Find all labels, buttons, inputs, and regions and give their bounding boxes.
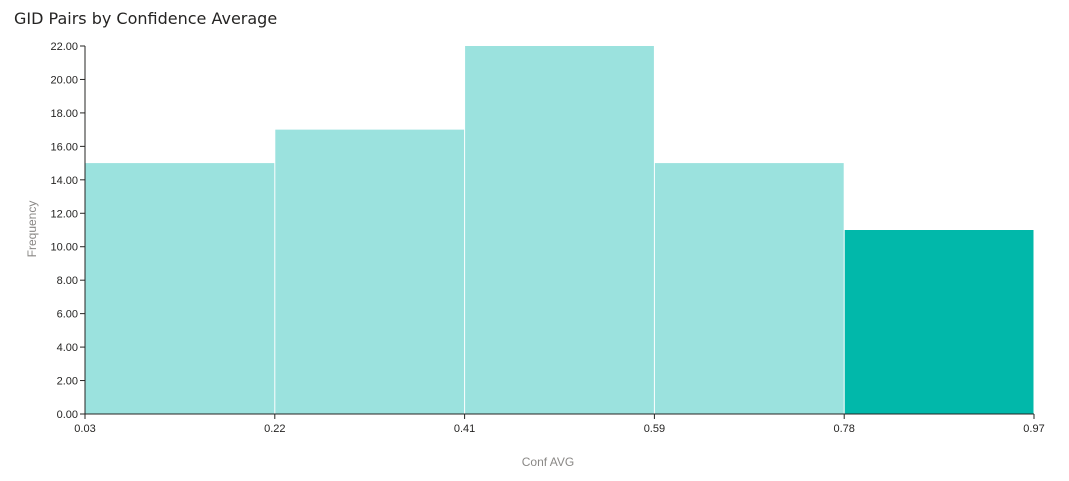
- x-tick-label: 0.41: [454, 423, 475, 435]
- histogram-bar-5[interactable]: [844, 230, 1034, 414]
- y-tick-label: 8.00: [57, 275, 78, 287]
- x-tick-label: 0.03: [74, 423, 95, 435]
- histogram-bar-2[interactable]: [275, 129, 465, 415]
- bars-group: [85, 46, 1034, 415]
- histogram-bar-3[interactable]: [465, 46, 654, 414]
- y-tick-label: 12.00: [50, 208, 78, 220]
- y-tick-label: 22.00: [50, 41, 78, 53]
- histogram-bar-4[interactable]: [654, 163, 844, 414]
- x-tick-label: 0.59: [644, 423, 665, 435]
- chart-title: GID Pairs by Confidence Average: [14, 9, 278, 28]
- x-tick-label: 0.78: [833, 423, 854, 435]
- x-axis: 0.03 0.22 0.41 0.59 0.78 0.97: [74, 413, 1045, 435]
- y-tick-label: 0.00: [57, 409, 78, 421]
- y-tick-label: 16.00: [50, 141, 78, 153]
- histogram-bar-1[interactable]: [85, 163, 275, 414]
- x-tick-label: 0.97: [1023, 423, 1044, 435]
- y-tick-label: 14.00: [50, 175, 78, 187]
- x-tick-label: 0.22: [264, 423, 285, 435]
- y-axis: 0.00 2.00 4.00 6.00 8.00 10.00 12.00 14.00 16.00…: [50, 41, 86, 421]
- y-tick-label: 10.00: [50, 242, 78, 254]
- x-axis-title: Conf AVG: [522, 455, 574, 469]
- y-tick-label: 20.00: [50, 74, 78, 86]
- y-tick-label: 18.00: [50, 108, 78, 120]
- y-tick-label: 4.00: [57, 342, 78, 354]
- y-tick-label: 6.00: [57, 309, 78, 321]
- y-axis-title: Frequency: [25, 201, 39, 258]
- y-tick-label: 2.00: [57, 376, 78, 388]
